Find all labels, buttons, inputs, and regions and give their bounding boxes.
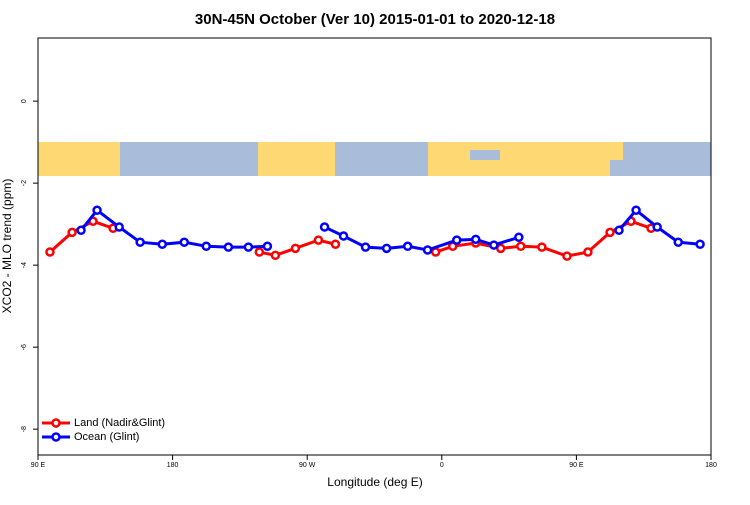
data-point — [583, 247, 593, 257]
data-point — [338, 231, 349, 241]
x-tick-label: 90 E — [31, 462, 46, 469]
data-point — [631, 205, 641, 215]
data-point — [223, 242, 234, 252]
x-tick-label: 180 — [167, 462, 179, 469]
data-point — [695, 239, 705, 249]
data-point — [562, 251, 572, 261]
data-point — [157, 239, 168, 249]
data-point — [537, 242, 547, 252]
y-axis-label: XCO2 - MLO trend (ppm) — [0, 179, 14, 314]
legend-marker — [51, 418, 61, 428]
y-tick-label: -6 — [21, 344, 28, 350]
data-point — [402, 241, 413, 252]
data-point — [67, 227, 77, 238]
data-point — [652, 222, 662, 232]
data-point — [470, 234, 481, 245]
y-tick-label: 0 — [21, 99, 28, 103]
data-point — [201, 241, 211, 252]
data-point — [179, 237, 190, 247]
data-point — [381, 243, 392, 254]
data-point — [489, 240, 499, 250]
data-point — [360, 242, 371, 252]
y-tick-label: -2 — [21, 180, 28, 186]
data-point — [605, 227, 615, 238]
data-point — [92, 205, 102, 215]
y-tick-label: -8 — [21, 426, 28, 432]
legend-marker — [51, 432, 61, 442]
legend-label: Land (Nadir&Glint) — [74, 417, 165, 429]
map-band — [38, 142, 711, 176]
data-point — [135, 237, 145, 247]
data-point — [516, 241, 526, 252]
data-point — [290, 243, 301, 254]
data-point — [243, 242, 254, 252]
data-point — [262, 241, 273, 252]
data-point — [270, 250, 281, 261]
x-tick-label: 90 W — [299, 462, 316, 469]
data-point — [330, 239, 341, 249]
data-point — [76, 225, 86, 236]
x-tick-label: 180 — [705, 462, 717, 469]
data-point — [614, 225, 624, 236]
legend-label: Ocean (Glint) — [74, 431, 139, 443]
x-axis-label: Longitude (deg E) — [327, 475, 422, 489]
data-point — [422, 245, 433, 255]
chart-title: 30N-45N October (Ver 10) 2015-01-01 to 2… — [195, 11, 555, 28]
y-tick-label: -4 — [21, 262, 28, 268]
plot-frame — [37, 37, 712, 456]
data-point — [254, 247, 265, 257]
data-point — [45, 247, 55, 257]
data-point — [313, 235, 324, 245]
x-tick-label: 0 — [440, 462, 444, 469]
data-point — [114, 222, 124, 232]
data-point — [319, 222, 330, 232]
data-point — [514, 232, 524, 243]
data-point — [673, 237, 683, 247]
data-point — [452, 235, 462, 245]
x-tick-label: 90 E — [569, 462, 584, 469]
